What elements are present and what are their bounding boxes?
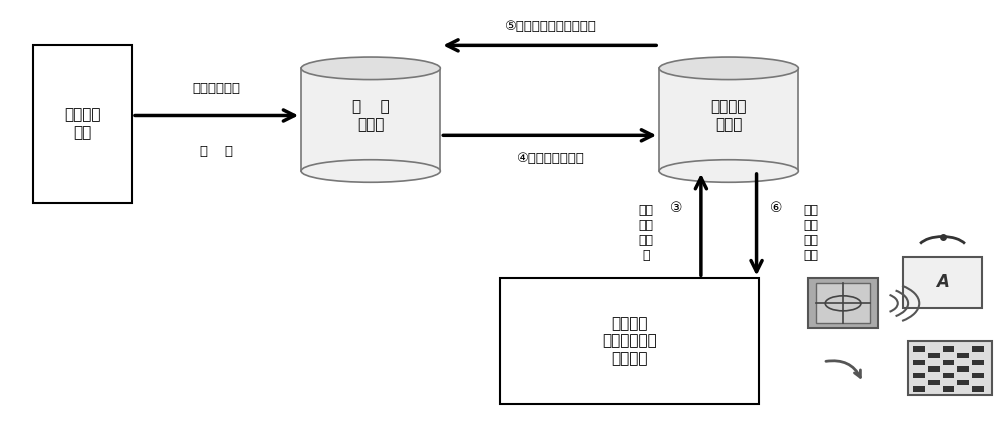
Bar <box>913 386 925 392</box>
Text: ③: ③ <box>670 201 682 215</box>
Text: 返回
数据
结构
模块: 返回 数据 结构 模块 <box>804 204 819 262</box>
Bar <box>928 366 940 372</box>
Text: 远程解析
服务器: 远程解析 服务器 <box>710 99 747 132</box>
Bar <box>957 380 969 385</box>
Bar <box>500 278 759 404</box>
Ellipse shape <box>301 57 440 80</box>
Text: 自动识别
数据结构模块
解析构件: 自动识别 数据结构模块 解析构件 <box>602 316 657 366</box>
Text: ④查找注册服务器: ④查找注册服务器 <box>516 152 584 165</box>
Text: 注    册: 注 册 <box>200 145 233 158</box>
Bar <box>808 278 878 328</box>
Bar <box>972 373 984 379</box>
Bar <box>928 353 940 358</box>
Bar <box>816 283 870 323</box>
Bar <box>903 258 982 308</box>
Bar <box>908 341 992 395</box>
Bar <box>943 373 954 379</box>
Bar <box>957 353 969 358</box>
Bar <box>659 69 798 171</box>
Text: ⑤返回查找数据结构模块: ⑤返回查找数据结构模块 <box>504 20 596 33</box>
Text: 各个行业
机构: 各个行业 机构 <box>64 107 101 140</box>
Bar <box>913 360 925 365</box>
Bar <box>972 346 984 352</box>
Bar <box>972 360 984 365</box>
Text: ⑥: ⑥ <box>770 201 783 215</box>
Ellipse shape <box>659 160 798 182</box>
Text: 远程
服务
器解
析: 远程 服务 器解 析 <box>639 204 654 262</box>
Ellipse shape <box>301 160 440 182</box>
Bar <box>33 44 132 203</box>
Bar <box>943 346 954 352</box>
Ellipse shape <box>659 57 798 80</box>
Text: 数据结构模块: 数据结构模块 <box>193 82 241 95</box>
Bar <box>943 360 954 365</box>
Text: A: A <box>936 273 949 291</box>
Bar <box>913 373 925 379</box>
Bar <box>301 69 440 171</box>
Bar <box>943 386 954 392</box>
Bar <box>928 380 940 385</box>
Bar <box>972 386 984 392</box>
Bar <box>957 366 969 372</box>
Text: 注    册
服务器: 注 册 服务器 <box>352 99 390 132</box>
Bar <box>913 346 925 352</box>
